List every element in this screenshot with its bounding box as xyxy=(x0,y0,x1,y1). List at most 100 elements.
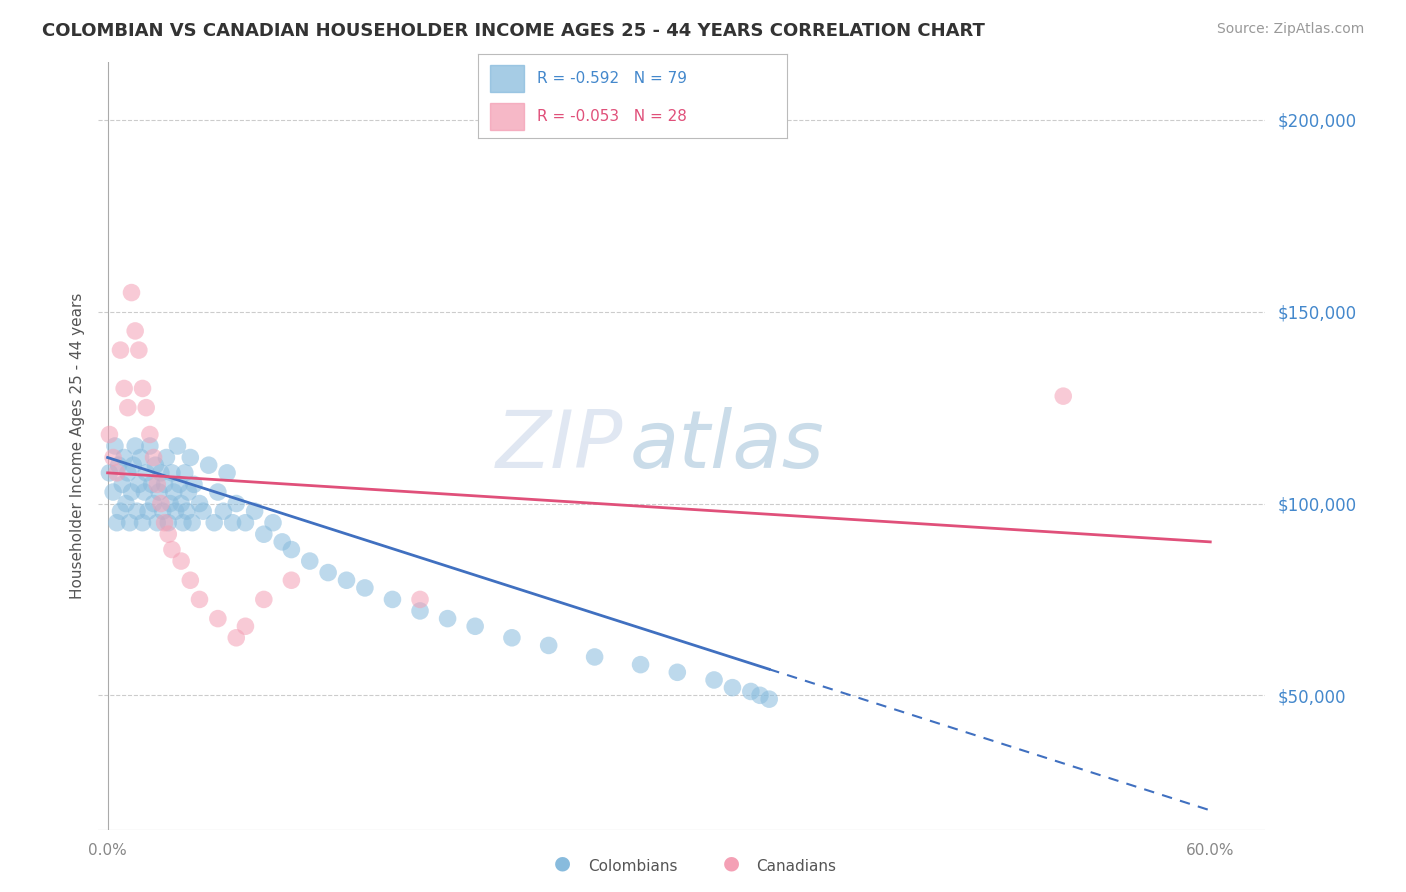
Point xyxy=(243,504,266,518)
Point xyxy=(335,573,357,587)
Point xyxy=(436,612,458,626)
Point xyxy=(207,485,229,500)
Point xyxy=(197,458,219,473)
Point xyxy=(157,527,180,541)
Point xyxy=(142,450,165,465)
Point xyxy=(280,542,302,557)
Point xyxy=(121,285,143,300)
Point xyxy=(125,504,148,518)
Point xyxy=(215,466,238,480)
Point xyxy=(666,665,689,680)
Point xyxy=(235,619,257,633)
Point xyxy=(111,477,134,491)
Point xyxy=(129,450,152,465)
Point xyxy=(142,496,165,510)
Text: Source: ZipAtlas.com: Source: ZipAtlas.com xyxy=(1216,22,1364,37)
Point xyxy=(98,427,121,442)
Point xyxy=(110,343,132,357)
Point xyxy=(135,401,157,415)
Text: atlas: atlas xyxy=(630,407,824,485)
Point xyxy=(166,439,188,453)
Point xyxy=(141,477,163,491)
Point xyxy=(153,477,176,491)
Point xyxy=(409,604,432,618)
Point xyxy=(179,450,201,465)
Point xyxy=(235,516,257,530)
Point xyxy=(172,516,194,530)
Point xyxy=(115,496,138,510)
Point xyxy=(149,466,172,480)
Point xyxy=(104,439,127,453)
Point xyxy=(381,592,404,607)
Point xyxy=(117,401,139,415)
Point xyxy=(740,684,762,698)
Point xyxy=(188,592,211,607)
Point xyxy=(181,516,204,530)
Point xyxy=(155,450,177,465)
Point xyxy=(124,324,146,338)
Point xyxy=(173,466,195,480)
Point xyxy=(298,554,321,568)
Point xyxy=(749,689,772,703)
Point xyxy=(170,496,193,510)
Text: Canadians: Canadians xyxy=(756,859,837,874)
Text: R = -0.053   N = 28: R = -0.053 N = 28 xyxy=(537,109,686,124)
Point xyxy=(583,649,606,664)
Point xyxy=(183,477,205,491)
Point xyxy=(501,631,523,645)
Point xyxy=(225,631,247,645)
Point xyxy=(128,343,150,357)
Point xyxy=(153,516,176,530)
Point xyxy=(134,485,156,500)
Point xyxy=(188,496,211,510)
Point xyxy=(131,516,153,530)
Point xyxy=(212,504,235,518)
Text: COLOMBIAN VS CANADIAN HOUSEHOLDER INCOME AGES 25 - 44 YEARS CORRELATION CHART: COLOMBIAN VS CANADIAN HOUSEHOLDER INCOME… xyxy=(42,22,986,40)
Point xyxy=(105,466,128,480)
Point xyxy=(271,534,294,549)
Point xyxy=(157,516,180,530)
Point xyxy=(107,458,129,473)
Point xyxy=(179,573,201,587)
Point xyxy=(225,496,247,510)
Point xyxy=(124,439,146,453)
Point xyxy=(758,692,780,706)
Point xyxy=(703,673,725,687)
Text: ZIP: ZIP xyxy=(496,407,624,485)
Point xyxy=(202,516,225,530)
Point xyxy=(121,485,143,500)
Point xyxy=(112,381,135,395)
Point xyxy=(537,639,560,653)
Point xyxy=(176,504,198,518)
Y-axis label: Householder Income Ages 25 - 44 years: Householder Income Ages 25 - 44 years xyxy=(69,293,84,599)
Point xyxy=(354,581,377,595)
Point xyxy=(136,504,159,518)
Point xyxy=(135,466,157,480)
Point xyxy=(160,542,183,557)
Point xyxy=(316,566,339,580)
Point xyxy=(148,485,170,500)
Point xyxy=(207,612,229,626)
Point xyxy=(117,466,139,480)
Text: ●: ● xyxy=(723,854,740,872)
Text: R = -0.592   N = 79: R = -0.592 N = 79 xyxy=(537,70,686,86)
Point xyxy=(101,485,124,500)
Point xyxy=(105,516,128,530)
Point xyxy=(131,381,153,395)
Point xyxy=(262,516,284,530)
Point xyxy=(122,458,145,473)
Point xyxy=(721,681,744,695)
Point xyxy=(221,516,243,530)
Point xyxy=(160,466,183,480)
Point xyxy=(630,657,652,672)
Point xyxy=(128,477,150,491)
Point xyxy=(163,485,186,500)
Point xyxy=(253,527,276,541)
Text: Colombians: Colombians xyxy=(588,859,678,874)
Point xyxy=(409,592,432,607)
Point xyxy=(280,573,302,587)
Point xyxy=(170,554,193,568)
Point xyxy=(146,516,169,530)
Point xyxy=(193,504,215,518)
Point xyxy=(464,619,486,633)
